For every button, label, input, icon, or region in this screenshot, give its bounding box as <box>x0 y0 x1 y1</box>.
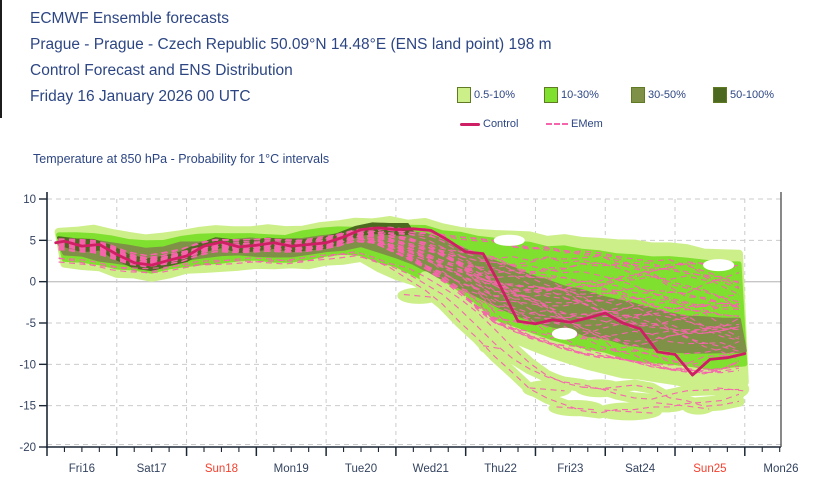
svg-text:Mon26: Mon26 <box>763 463 798 475</box>
svg-text:Thu22: Thu22 <box>484 463 517 475</box>
svg-text:-20: -20 <box>19 442 36 454</box>
svg-text:Mon19: Mon19 <box>274 463 309 475</box>
control-line-sample <box>460 122 480 126</box>
legend-item-band-4: 50-100% <box>713 87 774 103</box>
legend: 0.5-10% 10-30% 30-50% 50-100% Control EM… <box>0 0 816 140</box>
window-edge-artifact <box>0 0 2 118</box>
legend-label: EMem <box>571 118 603 130</box>
emem-line-sample <box>546 123 568 125</box>
legend-item-band-1: 0.5-10% <box>457 87 515 103</box>
header-location: Prague - Prague - Czech Republic 50.09°N… <box>30 36 552 53</box>
legend-label: 0.5-10% <box>474 89 515 101</box>
svg-text:Sat24: Sat24 <box>625 463 656 475</box>
legend-item-band-2: 10-30% <box>544 87 599 103</box>
svg-text:0: 0 <box>30 277 36 289</box>
svg-text:Fri16: Fri16 <box>69 463 95 475</box>
svg-text:10: 10 <box>23 194 36 206</box>
legend-label: 50-100% <box>730 89 775 101</box>
svg-text:-5: -5 <box>26 318 36 330</box>
svg-text:Sun18: Sun18 <box>205 463 238 475</box>
band-swatch-olive <box>631 87 645 103</box>
svg-text:Sun25: Sun25 <box>693 463 726 475</box>
legend-label: 10-30% <box>561 89 599 101</box>
svg-text:Tue20: Tue20 <box>345 463 377 475</box>
svg-text:Fri23: Fri23 <box>557 463 583 475</box>
svg-text:5: 5 <box>30 235 36 247</box>
legend-label: Control <box>483 118 519 130</box>
header-product-title: ECMWF Ensemble forecasts <box>30 10 229 27</box>
band-swatch-dark <box>713 87 727 103</box>
chart-subtitle: Temperature at 850 hPa - Probability for… <box>33 152 330 166</box>
svg-text:-10: -10 <box>19 359 36 371</box>
header-basetime: Friday 16 January 2026 00 UTC <box>30 88 251 105</box>
legend-label: 30-50% <box>648 89 686 101</box>
legend-item-band-3: 30-50% <box>631 87 686 103</box>
header-plot-type: Control Forecast and ENS Distribution <box>30 62 293 79</box>
chart-header: ECMWF Ensemble forecasts Prague - Prague… <box>30 6 552 110</box>
legend-item-emem: EMem <box>546 118 603 130</box>
band-swatch-light <box>457 87 471 103</box>
svg-text:Sat17: Sat17 <box>137 463 167 475</box>
legend-item-control: Control <box>460 118 518 130</box>
svg-text:Wed21: Wed21 <box>413 463 449 475</box>
svg-text:-15: -15 <box>19 401 36 413</box>
band-swatch-green <box>544 87 558 103</box>
